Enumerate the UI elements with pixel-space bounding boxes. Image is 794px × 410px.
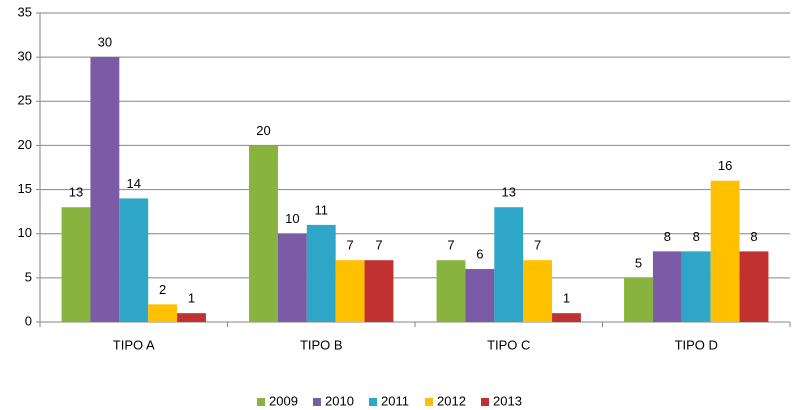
bar xyxy=(249,145,278,322)
legend-swatch xyxy=(369,398,377,406)
y-tick-label: 35 xyxy=(18,4,32,19)
bar xyxy=(148,304,178,322)
bar xyxy=(364,260,394,322)
bar xyxy=(552,313,581,322)
bar xyxy=(335,260,365,322)
data-label: 8 xyxy=(693,229,700,244)
data-label: 6 xyxy=(476,246,483,261)
x-tick-label: TIPO B xyxy=(300,337,343,352)
data-label: 7 xyxy=(447,238,454,253)
data-label: 11 xyxy=(315,202,329,217)
data-label: 20 xyxy=(256,123,270,138)
legend-label: 2010 xyxy=(325,393,354,408)
x-tick-label: TIPO C xyxy=(487,337,530,352)
bar xyxy=(710,180,740,322)
legend-swatch xyxy=(257,398,265,406)
y-tick-label: 5 xyxy=(25,269,32,284)
legend-swatch xyxy=(481,398,489,406)
data-label: 13 xyxy=(69,185,83,200)
legend-swatch xyxy=(313,398,321,406)
data-label: 10 xyxy=(285,211,299,226)
bar xyxy=(652,251,682,322)
bar xyxy=(465,269,495,322)
bar xyxy=(494,207,524,322)
data-label: 13 xyxy=(502,185,516,200)
legend-label: 2011 xyxy=(381,393,409,408)
data-label: 7 xyxy=(534,238,541,253)
y-tick-label: 0 xyxy=(25,313,32,328)
data-label: 30 xyxy=(98,35,112,50)
legend-swatch xyxy=(425,398,433,406)
data-label: 5 xyxy=(635,255,642,270)
bar xyxy=(523,260,553,322)
bar xyxy=(61,207,91,322)
legend-label: 2009 xyxy=(269,393,298,408)
y-tick-label: 10 xyxy=(18,225,32,240)
x-tick-label: TIPO A xyxy=(113,337,155,352)
data-label: 8 xyxy=(750,229,757,244)
bar xyxy=(739,251,769,322)
data-label: 14 xyxy=(127,176,141,191)
y-tick-label: 30 xyxy=(18,49,32,64)
legend-label: 2012 xyxy=(437,393,466,408)
bar xyxy=(681,251,711,322)
data-label: 1 xyxy=(188,291,195,306)
bar xyxy=(306,224,336,322)
y-tick-label: 15 xyxy=(18,181,32,196)
data-label: 7 xyxy=(347,238,354,253)
data-label: 2 xyxy=(159,282,166,297)
y-tick-label: 25 xyxy=(18,93,32,108)
legend-label: 2013 xyxy=(493,393,522,408)
y-tick-label: 20 xyxy=(18,137,32,152)
bar xyxy=(624,277,653,322)
data-label: 8 xyxy=(664,229,671,244)
data-label: 7 xyxy=(375,238,382,253)
bar xyxy=(277,233,307,322)
x-tick-label: TIPO D xyxy=(675,337,718,352)
data-label: 16 xyxy=(718,158,732,173)
bar xyxy=(90,57,120,323)
bar xyxy=(119,198,149,322)
bar xyxy=(436,260,466,322)
bar xyxy=(177,313,206,322)
data-label: 1 xyxy=(563,291,570,306)
